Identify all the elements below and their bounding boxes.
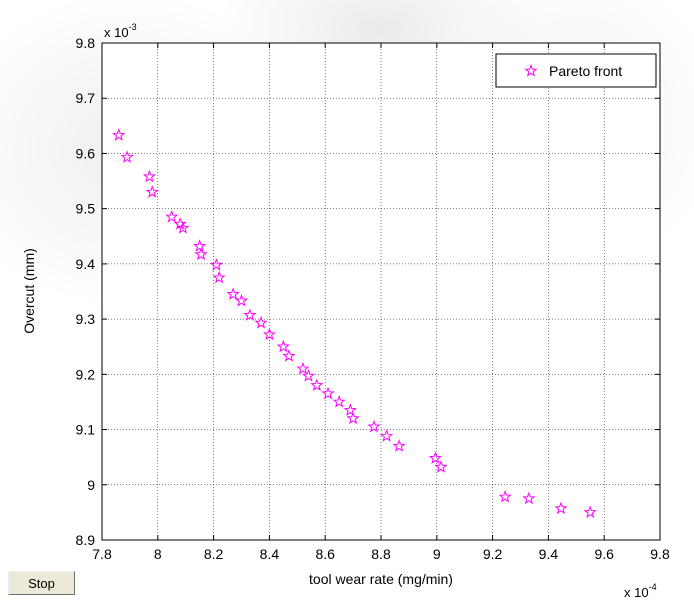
plot-area — [101, 42, 661, 541]
axis-ticks: 7.8 8 8.2 8.4 8.6 8.8 9 9.2 9.4 9.6 9.8 8.9 9 9.1 9.2 9… — [76, 35, 670, 562]
pareto-point — [234, 293, 249, 307]
pareto-point — [226, 287, 240, 300]
x-axis-label: tool wear rate (mg/min) — [309, 571, 453, 587]
pareto-point — [276, 339, 290, 353]
pareto-point — [498, 489, 512, 503]
y-tick-label: 9.1 — [76, 422, 96, 438]
pareto-point — [262, 327, 276, 341]
pareto-point — [321, 386, 335, 400]
pareto-point — [392, 439, 406, 452]
x-tick-label: 7.8 — [92, 546, 112, 562]
pareto-point — [367, 419, 381, 433]
pareto-point — [379, 429, 394, 442]
y-tick-label: 9.3 — [76, 311, 96, 327]
x-tick-label: 8.2 — [204, 546, 224, 562]
legend: Pareto front — [495, 53, 657, 88]
pareto-point — [343, 403, 357, 416]
x-tick-label: 9.4 — [539, 546, 559, 562]
legend-label: Pareto front — [549, 63, 622, 79]
stop-button[interactable]: Stop — [8, 571, 75, 595]
x-tick-label: 9.6 — [594, 546, 614, 562]
y-tick-label: 9.7 — [76, 90, 96, 106]
pareto-point — [176, 221, 190, 234]
pareto-point — [310, 378, 324, 391]
x-tick-label: 8.8 — [371, 546, 391, 562]
pareto-point — [254, 316, 268, 329]
pareto-point — [301, 369, 316, 382]
pareto-point — [209, 258, 223, 271]
x-tick-label: 9.8 — [650, 546, 670, 562]
pareto-point — [112, 128, 126, 141]
x-exponent-label: x 10-4 — [624, 582, 657, 600]
x-tick-label: 8.6 — [315, 546, 335, 562]
x-tick-label: 9 — [433, 546, 441, 562]
pareto-point — [296, 361, 310, 375]
y-tick-label: 9.6 — [76, 145, 96, 161]
pareto-point — [243, 308, 257, 321]
legend-star-marker — [524, 64, 538, 77]
pareto-point — [165, 210, 179, 223]
pareto-point — [428, 451, 443, 464]
pareto-point — [142, 169, 157, 183]
x-tick-label: 8 — [154, 546, 162, 562]
y-axis-label: Overcut (mm) — [21, 248, 37, 334]
y-tick-label: 9.4 — [76, 256, 96, 272]
pareto-point — [522, 491, 536, 505]
legend-box — [495, 53, 657, 88]
y-tick-label: 8.9 — [76, 532, 96, 548]
data-points — [112, 128, 597, 519]
y-tick-label: 9.5 — [76, 201, 96, 217]
y-tick-label: 9.8 — [76, 35, 96, 51]
pareto-point — [212, 270, 226, 284]
pareto-point — [346, 411, 360, 425]
pareto-point — [193, 239, 207, 252]
y-tick-label: 9 — [87, 477, 95, 493]
x-tick-label: 9.2 — [483, 546, 503, 562]
pareto-point — [583, 505, 597, 519]
y-tick-label: 9.2 — [76, 366, 96, 382]
pareto-point — [194, 247, 208, 261]
x-tick-label: 8.4 — [260, 546, 280, 562]
y-exponent-label: x 10-3 — [104, 22, 137, 40]
pareto-point — [434, 460, 448, 473]
pareto-point — [332, 395, 346, 408]
pareto-point — [554, 501, 568, 515]
grid — [102, 43, 660, 540]
pareto-point — [282, 349, 296, 362]
pareto-point — [145, 185, 159, 198]
pareto-point — [120, 150, 134, 163]
